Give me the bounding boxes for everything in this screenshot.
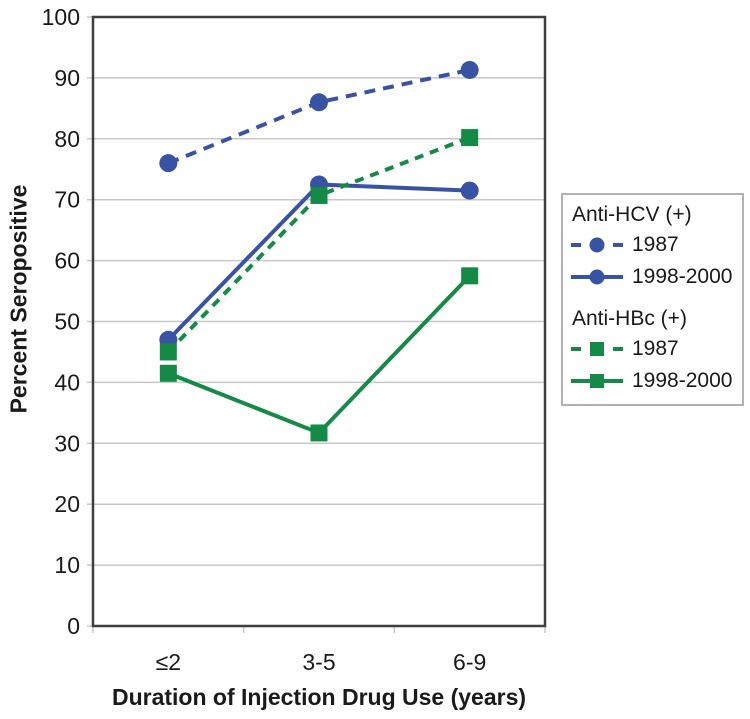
legend-entry: 1998-2000	[563, 261, 742, 293]
data-point-marker	[460, 60, 479, 79]
series-line	[166, 182, 470, 342]
y-tick-label: 40	[54, 369, 80, 395]
y-tick-label: 20	[54, 491, 80, 517]
y-tick-label: 90	[54, 65, 80, 91]
y-tick-label: 70	[54, 187, 80, 213]
y-tick-label: 0	[67, 613, 80, 639]
data-point-marker	[461, 267, 479, 285]
data-point-marker	[310, 186, 328, 204]
data-point-marker	[310, 93, 328, 112]
legend-entry-label: 1998-2000	[632, 369, 733, 392]
y-tick-label: 50	[54, 309, 80, 335]
x-tick-label: 6-9	[453, 649, 486, 675]
legend: Anti-HCV (+) 1987 1998-2000 Anti-HBc (+) 198…	[561, 193, 744, 406]
series-line	[167, 274, 472, 436]
plot-border	[91, 15, 547, 628]
square-legend-marker-icon	[571, 374, 623, 388]
y-axis-title: Percent Seropositive	[5, 184, 32, 414]
legend-entry-label: 1987	[632, 337, 679, 360]
x-tick-label: ≤2	[156, 649, 181, 675]
series-line	[166, 135, 471, 354]
data-point-marker	[159, 364, 177, 382]
data-point-marker	[460, 181, 479, 200]
data-point-marker	[461, 129, 479, 147]
series-line	[167, 68, 471, 166]
x-axis-title: Duration of Injection Drug Use (years)	[111, 684, 527, 710]
y-tick-label: 10	[54, 552, 80, 578]
data-point-marker	[159, 154, 178, 173]
circle-legend-marker-icon	[571, 269, 623, 285]
x-tick-label: 3-5	[302, 649, 335, 675]
y-tick-label: 60	[54, 248, 80, 274]
legend-group-title: Anti-HCV (+)	[572, 203, 692, 226]
legend-entry-label: 1998-2000	[632, 265, 733, 288]
data-point-marker	[159, 343, 177, 361]
legend-entry: 1987	[563, 229, 742, 261]
square-legend-marker-icon	[571, 342, 623, 356]
legend-entry-label: 1987	[632, 233, 679, 256]
data-point-marker	[310, 424, 328, 442]
y-tick-label: 100	[42, 4, 80, 30]
legend-entry: 1998-2000	[563, 365, 742, 397]
y-tick-label: 80	[54, 126, 80, 152]
y-tick-label: 30	[54, 430, 80, 456]
circle-legend-marker-icon	[571, 237, 623, 253]
legend-entry: 1987	[563, 333, 742, 365]
legend-group-title: Anti-HBc (+)	[572, 307, 687, 330]
